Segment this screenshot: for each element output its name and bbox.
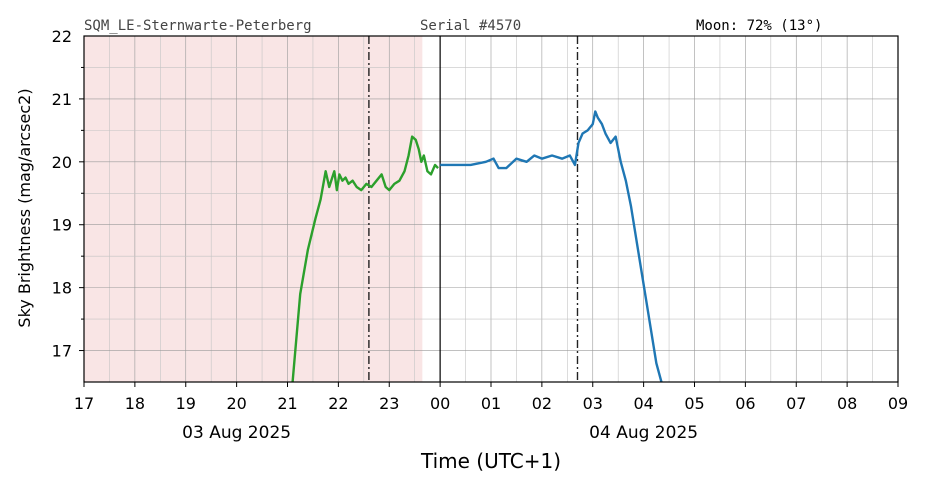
x-tick-label: 06 <box>735 394 755 413</box>
x-tick-label: 02 <box>532 394 552 413</box>
x-tick-label: 05 <box>684 394 704 413</box>
series-line-1 <box>291 135 439 382</box>
x-tick-label: 01 <box>481 394 501 413</box>
y-tick-label: 17 <box>52 342 72 361</box>
x-tick-label: 23 <box>379 394 399 413</box>
x-date-label: 03 Aug 2025 <box>182 423 291 443</box>
daylight-shaded-region <box>84 36 423 382</box>
y-tick-label: 18 <box>52 279 72 298</box>
moon-info: Moon: 72% (13°) <box>696 18 822 34</box>
y-tick-label: 22 <box>52 27 72 46</box>
x-tick-label: 19 <box>176 394 196 413</box>
y-tick-label: 19 <box>52 216 72 235</box>
series-line-2 <box>440 110 663 382</box>
y-tick-label: 21 <box>52 90 72 109</box>
y-axis-label: Sky Brightness (mag/arcsec2) <box>15 88 34 327</box>
x-tick-label: 17 <box>74 394 94 413</box>
x-tick-label: 22 <box>328 394 348 413</box>
y-tick-label: 20 <box>52 153 72 172</box>
station-name: SQM_LE-Sternwarte-Peterberg <box>84 18 312 34</box>
x-tick-label: 21 <box>277 394 297 413</box>
x-tick-label: 20 <box>226 394 246 413</box>
x-tick-label: 03 <box>583 394 603 413</box>
x-axis-label: Time (UTC+1) <box>420 449 561 473</box>
x-date-label: 04 Aug 2025 <box>589 423 698 443</box>
x-tick-label: 07 <box>786 394 806 413</box>
x-tick-label: 09 <box>888 394 908 413</box>
x-tick-label: 18 <box>125 394 145 413</box>
serial-number: Serial #4570 <box>420 18 521 34</box>
x-tick-label: 08 <box>837 394 857 413</box>
x-tick-label: 00 <box>430 394 450 413</box>
x-tick-label: 04 <box>633 394 653 413</box>
